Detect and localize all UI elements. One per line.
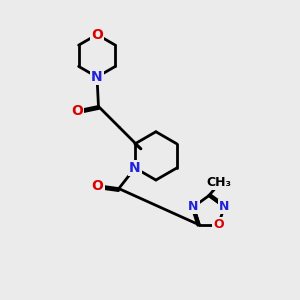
- Text: O: O: [71, 104, 83, 118]
- Text: N: N: [91, 70, 103, 84]
- Text: N: N: [188, 200, 199, 213]
- Text: O: O: [213, 218, 224, 231]
- Text: O: O: [92, 178, 104, 193]
- Text: N: N: [219, 200, 230, 213]
- Text: CH₃: CH₃: [207, 176, 232, 189]
- Text: N: N: [129, 161, 141, 175]
- Text: O: O: [91, 28, 103, 42]
